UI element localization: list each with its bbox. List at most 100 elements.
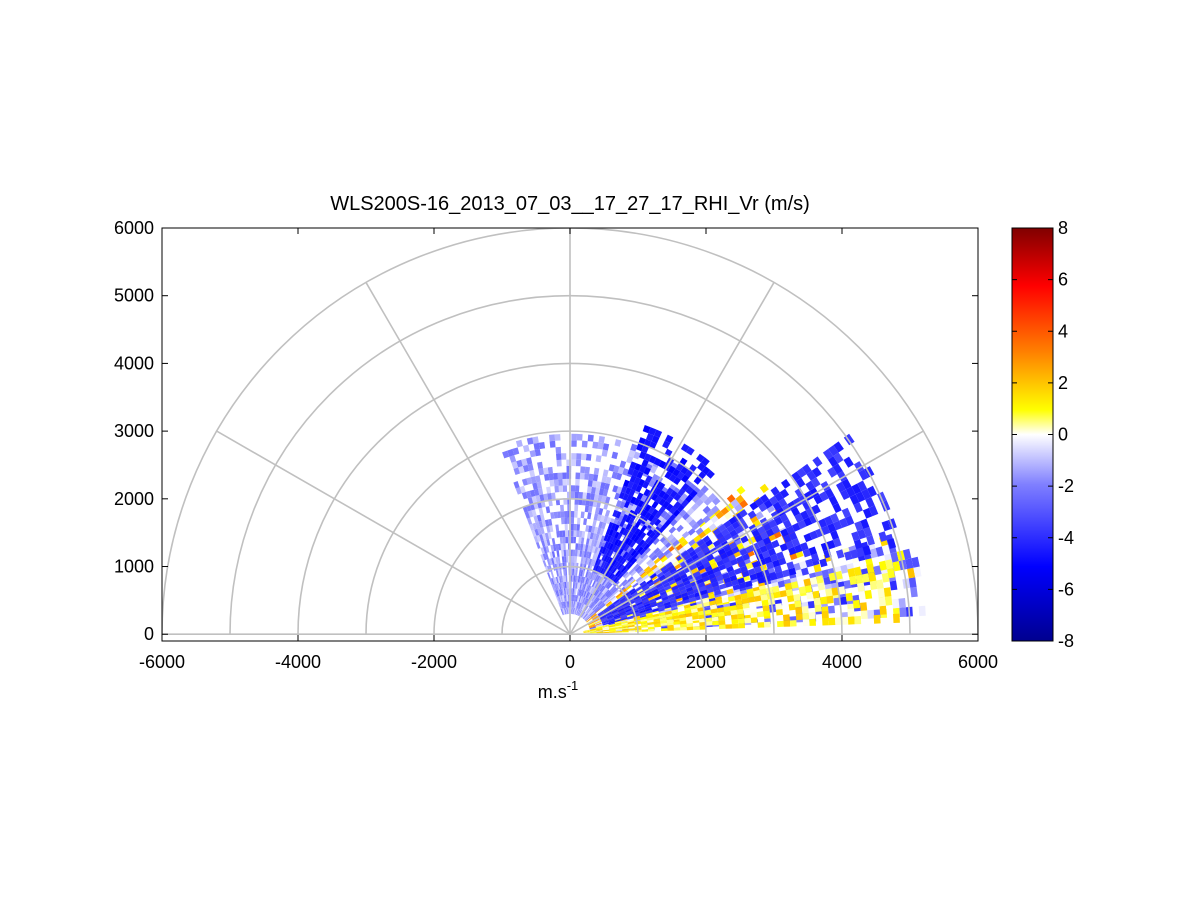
data-cell [567, 588, 570, 595]
data-cell [584, 544, 589, 552]
data-cell [544, 473, 550, 481]
data-cell [611, 609, 618, 614]
data-cell [557, 589, 561, 597]
data-cell [578, 602, 582, 609]
data-cell [605, 590, 611, 597]
data-cell [642, 574, 649, 581]
data-cell [679, 617, 687, 622]
data-cell [621, 617, 628, 621]
data-cell [627, 615, 634, 619]
data-cell [535, 495, 541, 503]
x-axis: -6000 -4000 -2000 0 2000 4000 6000 [139, 228, 998, 672]
data-cell [598, 601, 604, 608]
data-cell [605, 582, 612, 589]
data-cell [603, 534, 609, 542]
data-cell [807, 600, 816, 609]
data-cell [587, 551, 592, 559]
data-cell [694, 574, 703, 581]
data-cell [644, 605, 652, 610]
data-cell [561, 517, 565, 525]
data-cell [628, 578, 636, 584]
data-cell [526, 517, 533, 525]
data-cell [571, 601, 573, 608]
data-cell [702, 578, 711, 585]
data-cell [600, 605, 607, 610]
data-cell [785, 540, 795, 550]
data-cell [647, 514, 655, 522]
data-cell [556, 596, 560, 604]
data-cell [575, 601, 578, 609]
data-cell [538, 507, 544, 515]
data-cell [598, 436, 605, 444]
data-cell [585, 616, 591, 622]
data-cell [560, 589, 563, 596]
data-cell [553, 584, 557, 591]
data-cell [563, 608, 566, 615]
data-cell [606, 517, 612, 525]
data-layer [502, 425, 926, 634]
colorbar-tick-label: -6 [1058, 579, 1074, 599]
data-cell [605, 476, 612, 484]
data-cell [556, 589, 560, 597]
data-cell [861, 573, 870, 583]
data-cell [802, 612, 810, 620]
data-cell [684, 583, 692, 589]
x-axis-label-sup: -1 [567, 678, 579, 693]
data-cell [858, 590, 866, 600]
data-cell [604, 496, 611, 504]
data-cell [648, 427, 657, 436]
data-cell [583, 632, 590, 634]
data-cell [885, 559, 894, 570]
data-cell [612, 509, 618, 518]
data-cell [771, 525, 781, 535]
data-cell [556, 550, 560, 557]
data-cell [596, 559, 602, 566]
data-cell [550, 512, 555, 519]
data-cell [791, 538, 801, 547]
data-cell [589, 629, 597, 632]
data-cell [589, 625, 596, 629]
data-cell [576, 524, 580, 531]
data-cell [590, 612, 596, 617]
data-cell [627, 539, 634, 547]
data-cell [583, 630, 590, 632]
data-cell [608, 536, 615, 544]
data-cell [756, 611, 764, 618]
data-cell [521, 491, 528, 500]
data-cell [561, 588, 564, 596]
data-cell [577, 602, 581, 609]
data-cell [732, 584, 741, 591]
data-cell [552, 577, 556, 585]
data-cell [660, 510, 668, 519]
data-cell [578, 537, 582, 544]
data-cell [723, 520, 732, 529]
data-cell [636, 567, 644, 574]
data-cell [868, 572, 876, 582]
data-cell [685, 616, 693, 621]
data-cell [698, 531, 707, 539]
data-cell [586, 608, 592, 614]
data-cell [832, 463, 843, 475]
data-cell [557, 472, 563, 480]
data-cell [578, 589, 581, 596]
data-cell [614, 600, 621, 606]
data-cell [603, 588, 609, 595]
data-cell [583, 629, 590, 632]
data-cell [668, 473, 677, 483]
data-cell [604, 483, 610, 491]
data-cell [806, 591, 814, 600]
data-cell [619, 527, 626, 535]
data-cell [604, 609, 611, 614]
data-cell [626, 554, 633, 562]
data-cell [720, 507, 729, 516]
data-cell [601, 522, 607, 530]
data-cell [708, 523, 717, 532]
data-cell [622, 603, 630, 608]
data-cell [626, 613, 633, 617]
data-cell [596, 629, 603, 632]
data-cell [690, 604, 698, 610]
data-cell [802, 619, 810, 627]
data-cell [640, 594, 647, 600]
data-cell [700, 485, 709, 494]
data-cell [623, 582, 631, 589]
